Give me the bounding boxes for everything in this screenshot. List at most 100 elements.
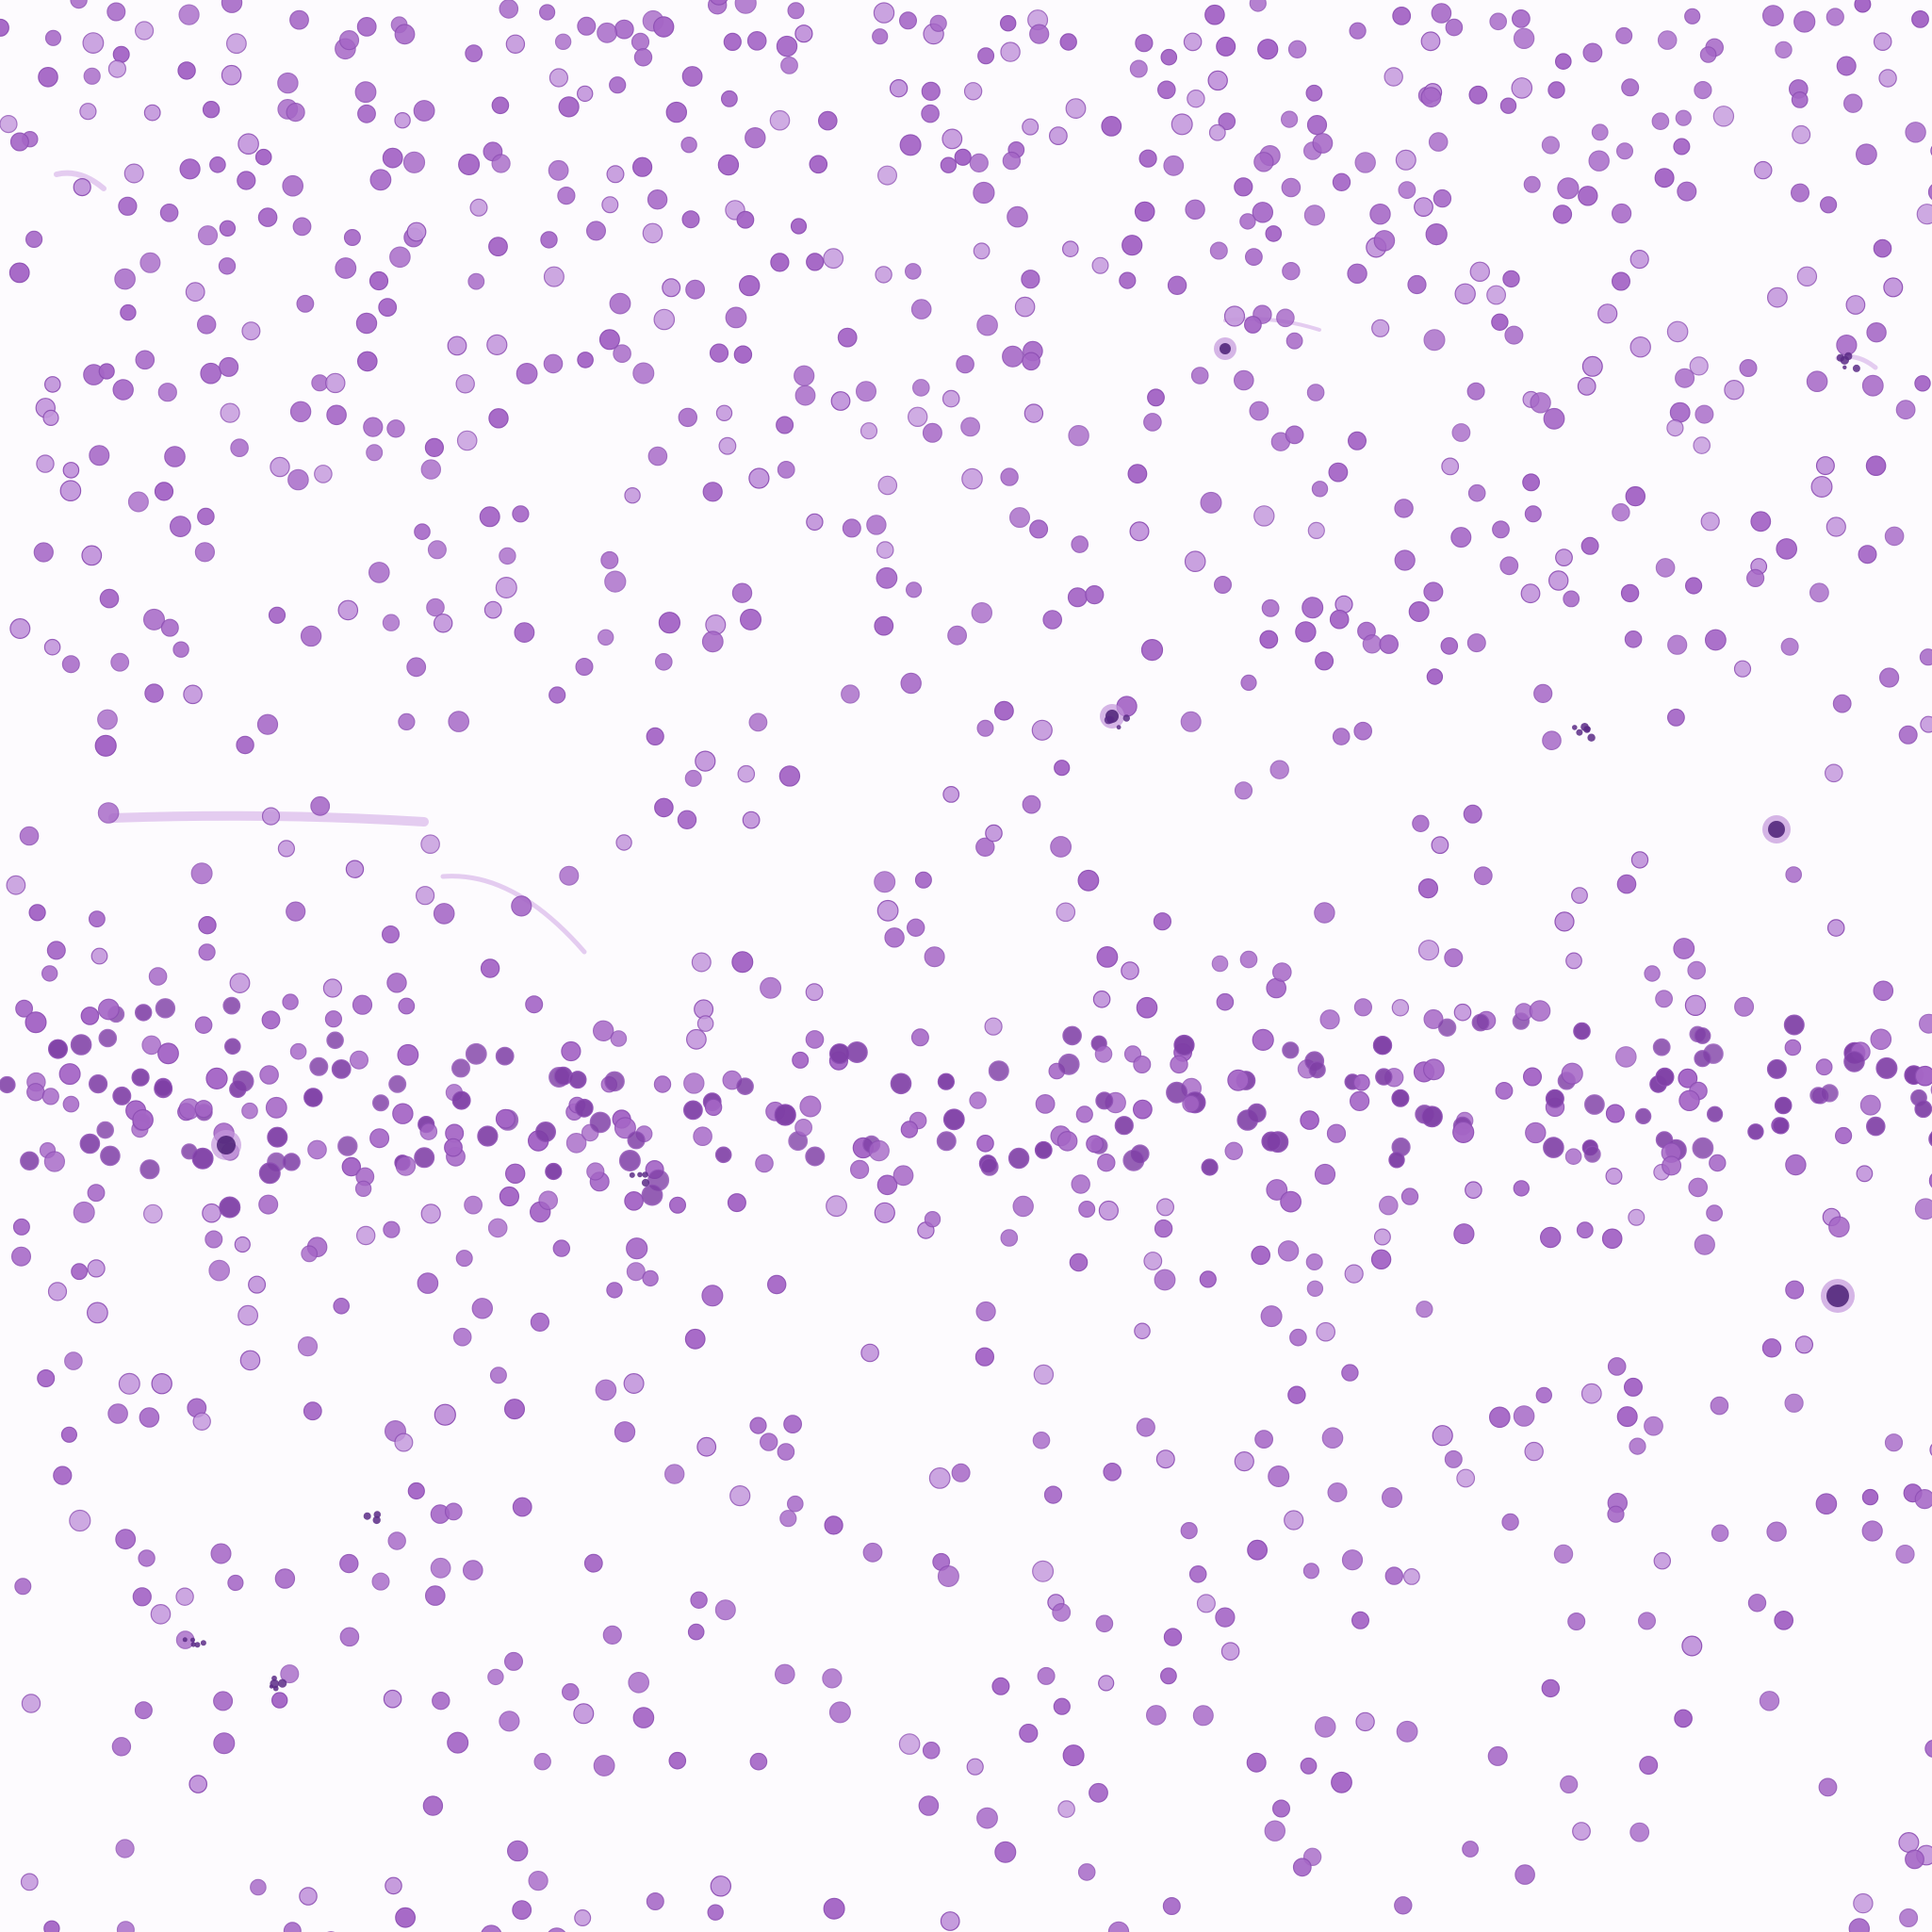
red-blood-cell xyxy=(1620,583,1640,603)
red-blood-cell xyxy=(1071,1174,1090,1194)
red-blood-cell xyxy=(1845,295,1866,315)
red-blood-cell xyxy=(369,1128,390,1149)
red-blood-cell xyxy=(1259,630,1279,649)
red-blood-cell xyxy=(709,343,729,363)
red-blood-cell xyxy=(62,1095,80,1113)
red-blood-cell xyxy=(805,1146,826,1167)
platelet xyxy=(271,1675,277,1681)
red-blood-cell xyxy=(1828,1216,1850,1238)
red-blood-cell xyxy=(1312,133,1334,154)
red-blood-cell xyxy=(1391,1089,1410,1107)
red-blood-cell xyxy=(120,303,137,321)
red-blood-cell xyxy=(924,1210,941,1228)
red-blood-cell xyxy=(748,712,768,732)
red-blood-cell xyxy=(1693,436,1711,454)
red-blood-cell xyxy=(300,625,322,647)
red-blood-cell xyxy=(80,1007,100,1025)
red-blood-cell xyxy=(714,1599,736,1621)
red-blood-cell xyxy=(499,1711,520,1732)
red-blood-cell xyxy=(777,461,795,479)
red-blood-cell xyxy=(286,901,306,922)
red-blood-cell xyxy=(1916,204,1932,225)
red-blood-cell xyxy=(976,719,994,737)
red-blood-cell xyxy=(1019,1723,1039,1744)
red-blood-cell xyxy=(1223,305,1246,327)
red-blood-cell xyxy=(748,467,770,489)
red-blood-cell xyxy=(79,103,97,121)
red-blood-cell xyxy=(42,409,59,426)
red-blood-cell xyxy=(849,1159,870,1180)
red-blood-cell xyxy=(924,946,945,968)
red-blood-cell xyxy=(731,582,753,603)
red-blood-cell xyxy=(350,1050,369,1070)
red-blood-cell xyxy=(908,406,928,427)
red-blood-cell xyxy=(86,1302,108,1324)
red-blood-cell xyxy=(112,45,130,63)
red-blood-cell xyxy=(1062,240,1079,257)
red-blood-cell xyxy=(1597,303,1618,324)
red-blood-cell xyxy=(548,68,569,88)
red-blood-cell xyxy=(499,0,519,19)
red-blood-cell xyxy=(114,268,136,290)
red-blood-cell xyxy=(577,85,594,103)
red-blood-cell xyxy=(1563,590,1580,608)
red-blood-cell xyxy=(956,354,974,374)
red-blood-cell xyxy=(503,1399,525,1420)
red-blood-cell xyxy=(805,1030,825,1049)
red-blood-cell xyxy=(642,1269,659,1287)
red-blood-cell xyxy=(806,513,824,532)
red-blood-cell xyxy=(1870,1028,1892,1051)
red-blood-cell xyxy=(383,1689,402,1709)
red-blood-cell xyxy=(548,1927,566,1932)
red-blood-cell xyxy=(127,491,149,513)
red-blood-cell xyxy=(1866,1116,1886,1137)
red-blood-cell xyxy=(976,1807,998,1829)
red-blood-cell xyxy=(1407,274,1427,295)
red-blood-cell xyxy=(1616,1406,1638,1428)
red-blood-cell xyxy=(1091,256,1109,274)
red-blood-cell xyxy=(1684,8,1701,25)
red-blood-cell xyxy=(988,1060,1009,1082)
red-blood-cell xyxy=(1630,851,1649,869)
red-blood-cell xyxy=(333,1298,350,1315)
red-blood-cell xyxy=(548,159,569,181)
red-blood-cell xyxy=(1092,991,1111,1008)
red-blood-cell xyxy=(1182,1094,1201,1113)
red-blood-cell xyxy=(97,998,120,1021)
red-blood-cell xyxy=(941,128,963,150)
red-blood-cell xyxy=(583,1553,603,1573)
red-blood-cell xyxy=(112,1086,132,1105)
red-blood-cell xyxy=(196,315,217,335)
red-blood-cell xyxy=(507,1840,529,1862)
red-blood-cell xyxy=(394,1433,414,1452)
red-blood-cell xyxy=(1370,1249,1392,1270)
red-blood-cell xyxy=(1272,962,1292,982)
red-blood-cell xyxy=(47,1282,68,1302)
platelet xyxy=(1106,715,1115,724)
red-blood-cell xyxy=(131,1068,150,1087)
red-blood-cell xyxy=(779,1510,797,1528)
red-blood-cell xyxy=(1234,369,1254,391)
red-blood-cell xyxy=(1759,1691,1780,1711)
red-blood-cell xyxy=(1774,1611,1793,1630)
red-blood-cell xyxy=(593,1755,615,1776)
red-blood-cell xyxy=(1211,955,1229,973)
red-blood-cell xyxy=(1652,1038,1671,1056)
red-blood-cell xyxy=(1653,1551,1672,1570)
red-blood-cell xyxy=(112,379,134,401)
red-blood-cell xyxy=(1865,455,1887,476)
red-blood-cell xyxy=(363,417,384,437)
red-blood-cell xyxy=(725,306,747,329)
red-blood-cell xyxy=(1043,1485,1063,1504)
red-blood-cell xyxy=(1315,651,1334,671)
red-blood-cell xyxy=(282,1153,301,1171)
red-blood-cell xyxy=(1127,464,1148,484)
red-blood-cell xyxy=(239,1350,261,1371)
red-blood-cell xyxy=(499,1186,520,1207)
red-blood-cell xyxy=(1772,1117,1790,1135)
red-blood-cell xyxy=(794,1118,812,1137)
red-blood-cell xyxy=(1300,1757,1318,1775)
red-blood-cell xyxy=(1761,5,1784,27)
red-blood-cell xyxy=(680,136,697,154)
red-blood-cell xyxy=(202,1203,221,1223)
